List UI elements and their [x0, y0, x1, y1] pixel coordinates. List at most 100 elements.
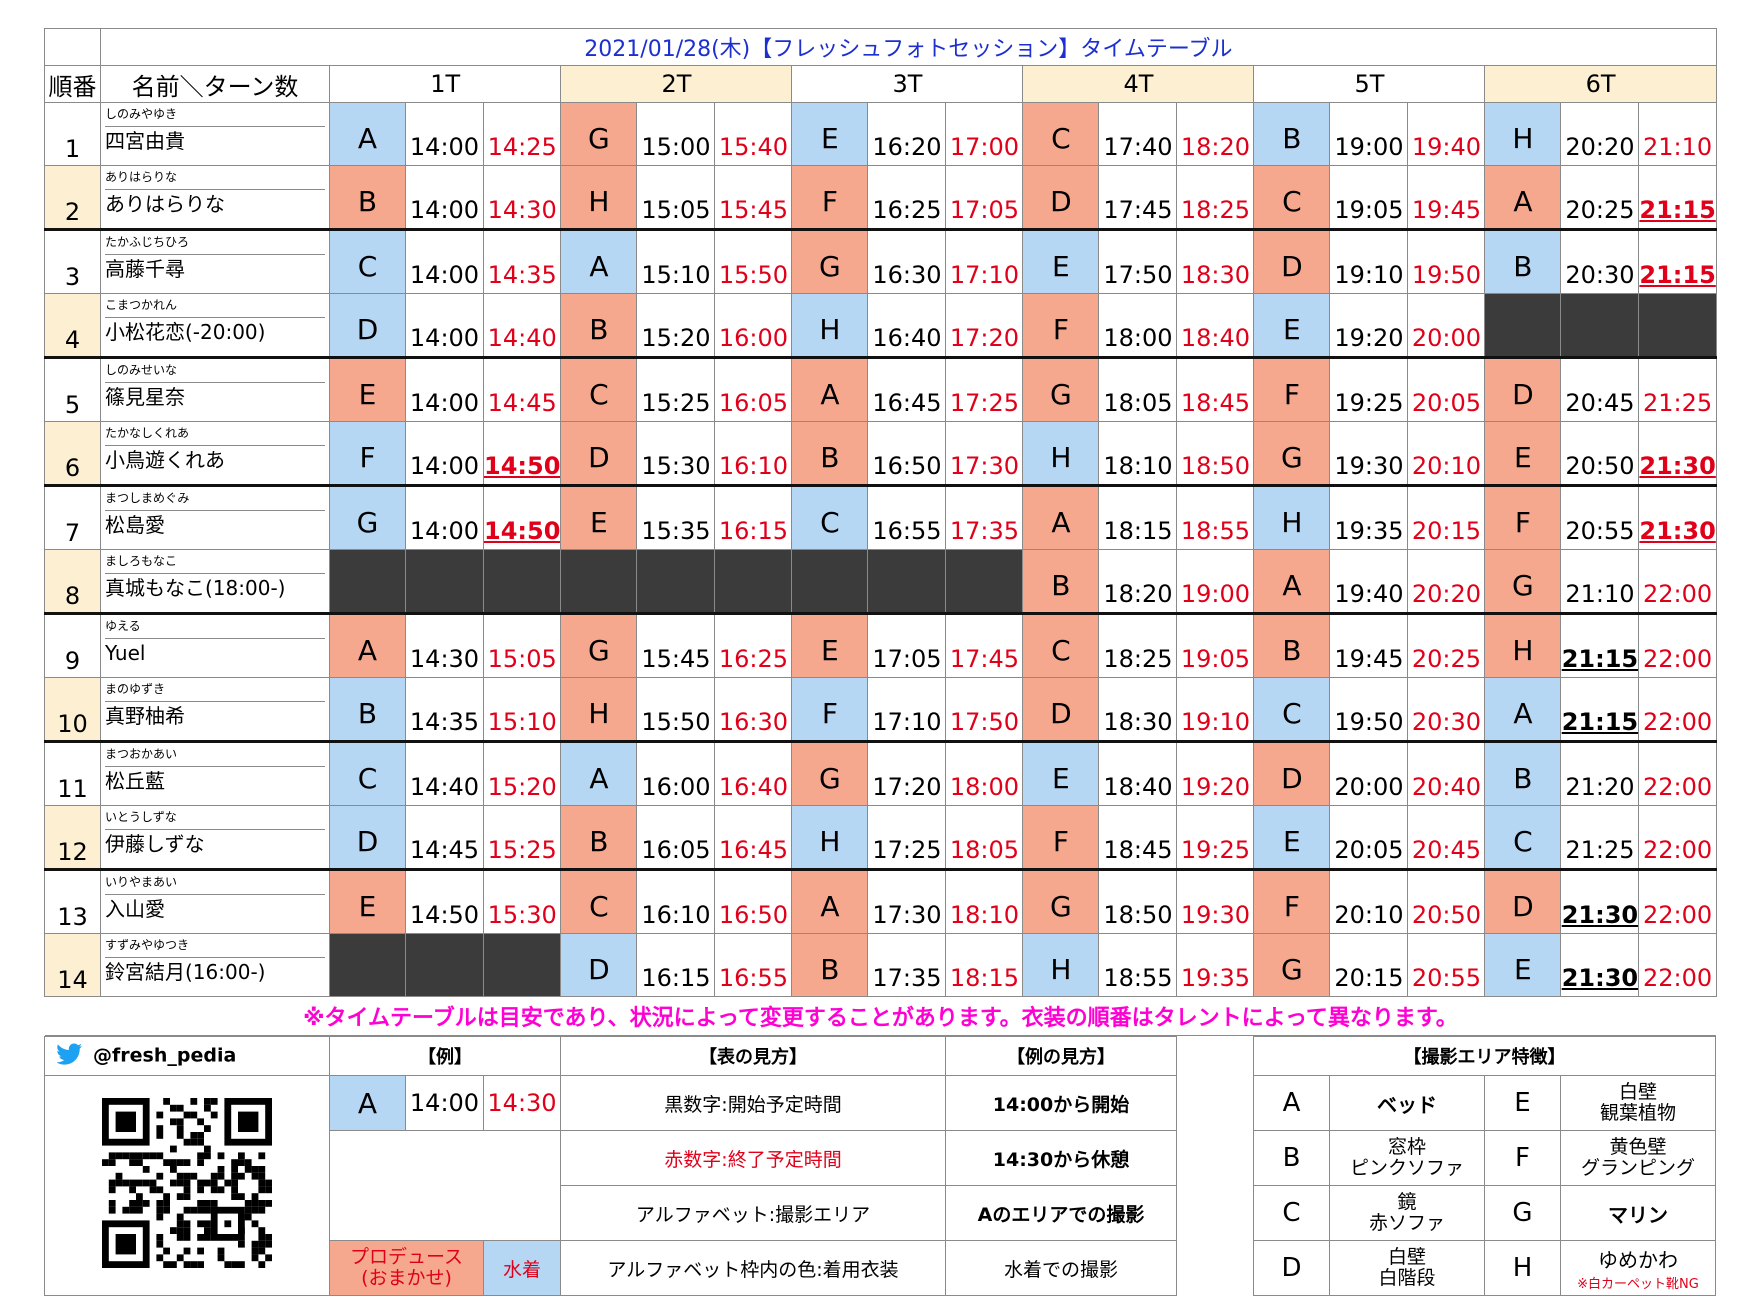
- end-time: 15:40: [714, 102, 793, 166]
- area-letter: E: [1484, 933, 1562, 997]
- end-time: 19:45: [1407, 165, 1486, 230]
- unavailable-slot: [945, 549, 1024, 614]
- area-desc: 白壁 観葉植物: [1560, 1075, 1716, 1131]
- area-letter: B: [1253, 102, 1331, 166]
- performer-name-cell: たかふじちひろ 高藤千尋: [100, 228, 330, 294]
- area-letter: F: [1022, 805, 1100, 870]
- end-time: 16:50: [714, 868, 793, 934]
- end-time: 16:00: [714, 293, 793, 358]
- area-letter: H: [791, 805, 869, 870]
- performer-name-cell: ありはらりな ありはらりな: [100, 165, 330, 230]
- twitter-handle[interactable]: @fresh_pedia: [93, 1044, 237, 1066]
- area-letter: E: [1484, 1075, 1561, 1131]
- area-letter: H: [791, 293, 869, 358]
- how-item: アルファベット枠内の色:着用衣装: [560, 1240, 946, 1296]
- area-letter: C: [791, 484, 869, 550]
- start-time: 19:45: [1329, 612, 1409, 678]
- order-number: 1: [44, 102, 101, 166]
- table-row: 2 ありはらりな ありはらりな B 14:00 14:30 H 15:05 15:45 F 16:2…: [44, 165, 1717, 230]
- performer-name: 高藤千尋: [105, 257, 185, 281]
- end-time: 15:25: [482, 805, 562, 870]
- area-letter: D: [1253, 740, 1331, 806]
- unavailable-slot: [791, 549, 869, 614]
- start-time: 14:00: [405, 102, 484, 166]
- area-letter: H: [1253, 484, 1331, 550]
- how-header: 【表の見方】: [560, 1036, 946, 1076]
- performer-name-cell: こまつかれん 小松花恋(-20:00): [100, 293, 330, 358]
- start-time: 14:00: [405, 484, 484, 550]
- start-time: 17:30: [867, 868, 947, 934]
- area-letter: C: [1253, 165, 1331, 230]
- start-time: 14:00: [405, 228, 484, 294]
- end-time: 19:20: [1176, 740, 1255, 806]
- start-time: 16:50: [867, 421, 947, 486]
- start-time: 18:55: [1098, 933, 1178, 997]
- area-letter: D: [1022, 677, 1100, 742]
- start-time: 15:35: [636, 484, 716, 550]
- area-letter: A: [791, 356, 869, 422]
- area-letter: D: [1484, 868, 1562, 934]
- area-letter: E: [791, 102, 869, 166]
- performer-ruby: すずみやゆつき: [105, 938, 325, 958]
- performer-name: 小鳥遊くれあ: [105, 448, 225, 472]
- area-desc: 窓枠 ピンクソファ: [1329, 1130, 1485, 1186]
- start-time: 18:30: [1098, 677, 1178, 742]
- area-header: 【撮影エリア特徴】: [1253, 1036, 1716, 1076]
- start-time: 14:50: [405, 868, 484, 934]
- area-desc-line: 窓枠: [1387, 1136, 1426, 1158]
- legend-gap: [1177, 1037, 1254, 1076]
- order-number: 14: [44, 933, 101, 997]
- end-time: 16:45: [714, 805, 793, 870]
- example-end: 14:30: [483, 1075, 561, 1131]
- start-time: 16:05: [636, 805, 716, 870]
- area-letter: E: [329, 356, 406, 422]
- area-desc-line: 白階段: [1378, 1267, 1436, 1289]
- area-desc-line: グランピング: [1580, 1157, 1695, 1179]
- start-time: 18:15: [1098, 484, 1178, 550]
- start-time: 21:15: [1560, 612, 1640, 678]
- end-time: 20:15: [1407, 484, 1486, 550]
- area-letter: D: [1253, 228, 1331, 294]
- twitter-bird-icon: [56, 1043, 83, 1070]
- area-desc-line: 白壁: [1387, 1246, 1426, 1268]
- area-desc-line: 黄色壁: [1609, 1136, 1667, 1158]
- end-time: 20:30: [1407, 677, 1486, 742]
- area-letter: E: [1253, 293, 1331, 358]
- end-time: 22:00: [1638, 805, 1717, 870]
- area-letter: D: [560, 421, 638, 486]
- end-time: 18:50: [1176, 421, 1255, 486]
- end-time: 14:50: [482, 484, 562, 550]
- start-time: 19:20: [1329, 293, 1409, 358]
- turn-header: 3T: [791, 65, 1024, 103]
- unavailable-slot: [482, 933, 562, 997]
- performer-name-cell: ましろもなこ 真城もなこ(18:00-): [100, 549, 330, 614]
- performer-name: 松丘藍: [105, 769, 165, 793]
- performer-name-cell: まつしまめぐみ 松島愛: [100, 484, 330, 550]
- area-desc-note: ※白カーペット靴NG: [1577, 1277, 1699, 1292]
- start-time: 15:05: [636, 165, 716, 230]
- area-letter: A: [1484, 677, 1562, 742]
- table-row: 10 まのゆずき 真野柚希 B 14:35 15:10 H 15:50 16:30 F 17:10 1…: [44, 677, 1717, 742]
- performer-name: 真城もなこ(18:00-): [105, 576, 286, 600]
- end-time: 21:15: [1638, 228, 1717, 294]
- area-letter: B: [1484, 228, 1562, 294]
- performer-name: 四宮由貴: [105, 129, 185, 153]
- area-letter: C: [1253, 1185, 1330, 1241]
- performer-name: 入山愛: [105, 897, 165, 921]
- area-letter: G: [1484, 549, 1562, 614]
- example-how-item: 14:00から開始: [945, 1075, 1177, 1131]
- start-time: 19:05: [1329, 165, 1409, 230]
- start-time: 14:45: [405, 805, 484, 870]
- twitter-handle-cell: @fresh_pedia: [44, 1036, 330, 1076]
- turn-header: 4T: [1022, 65, 1255, 103]
- start-time: 21:20: [1560, 740, 1640, 806]
- unavailable-slot: [405, 933, 484, 997]
- area-letter: G: [791, 740, 869, 806]
- example-how-item: 14:30から休憩: [945, 1130, 1177, 1186]
- start-time: 14:00: [405, 293, 484, 358]
- area-letter: C: [560, 356, 638, 422]
- area-letter: C: [1484, 805, 1562, 870]
- start-time: 18:25: [1098, 612, 1178, 678]
- schedule-note: ※タイムテーブルは目安であり、状況によって変更することがあります。衣装の順番はタ…: [44, 996, 1717, 1036]
- area-letter: G: [791, 228, 869, 294]
